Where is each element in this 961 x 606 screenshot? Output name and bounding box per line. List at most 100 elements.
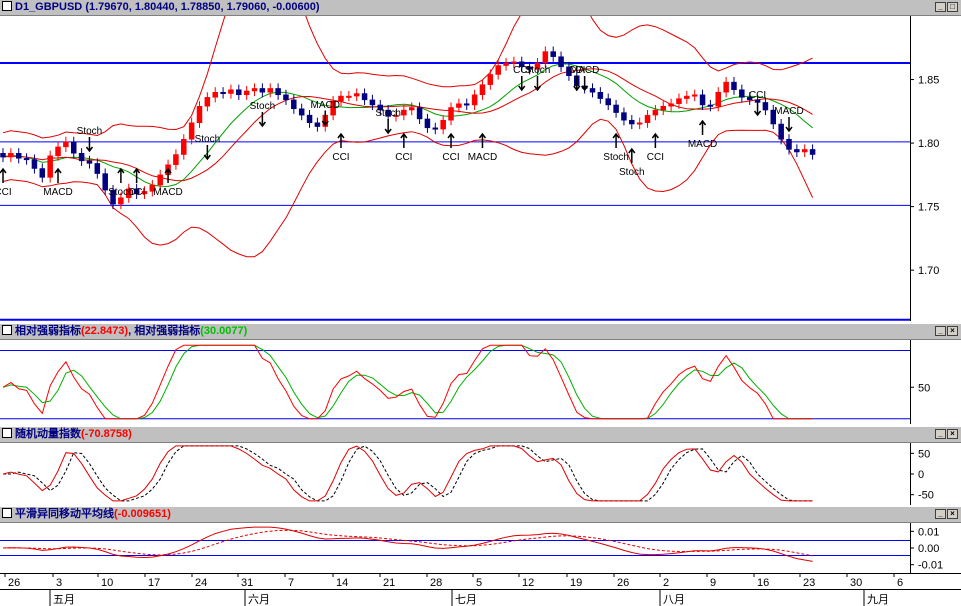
candle-body (448, 107, 454, 121)
candle-body (361, 93, 368, 101)
candle-body (778, 123, 784, 140)
candle-body (487, 74, 494, 85)
y-tick-label: 0.01 (918, 526, 939, 538)
ohlc-readout: (1.79670, 1.80440, 1.78850, 1.79060, -0.… (85, 1, 320, 13)
candle-body (8, 153, 14, 158)
x-tick-label: 19 (570, 577, 582, 589)
signal-arrow-down-icon (785, 117, 793, 133)
macd-title-bar: 平滑异同移动平均线(-0.009651) _ × (0, 507, 961, 523)
maximize-icon[interactable]: □ (947, 2, 958, 12)
y-tick-label: 1.70 (918, 265, 939, 277)
slow-moving-average-line (2, 68, 813, 182)
x-tick-label: 31 (241, 577, 253, 589)
candle-body (440, 119, 446, 130)
candle-body (558, 56, 564, 68)
candle-body (298, 108, 305, 116)
pane-menu-icon[interactable] (2, 428, 12, 438)
macd-title: 平滑异同移动平均线 (15, 508, 114, 520)
y-axis-area (911, 340, 961, 424)
candle-body (676, 98, 682, 104)
price-pane: D1_GBPUSD (1.79670, 1.80440, 1.78850, 1.… (0, 0, 961, 321)
signal-label: CCI (647, 152, 664, 163)
pane-menu-icon[interactable] (2, 1, 12, 11)
x-tick-label: 6 (897, 577, 903, 589)
rsi-title-2: 相对强弱指标 (134, 325, 201, 337)
signal-label: CCI (332, 152, 349, 163)
candle-body (542, 51, 549, 64)
candle-body (275, 88, 281, 96)
stoch-chart: 50 0 -50 (2, 443, 961, 505)
minimize-icon[interactable]: _ (935, 509, 946, 519)
signal-label: CCI (0, 187, 12, 198)
stoch-title: 随机动量指数 (15, 428, 81, 440)
close-icon[interactable]: × (947, 509, 958, 519)
signal-arrow-down-icon (85, 137, 94, 153)
bollinger-upper-band (2, 16, 813, 139)
signal-label: Stoch (77, 126, 103, 137)
candle-body (691, 94, 698, 97)
candle-body (94, 163, 101, 174)
candle-body (707, 104, 714, 107)
stoch-pane: 随机动量指数(-70.8758) _ × 50 0 -50 (0, 427, 961, 505)
minimize-icon[interactable]: _ (935, 2, 946, 12)
rsi-value: (22.8473) (81, 325, 129, 337)
signal-label: MACD (688, 139, 717, 150)
signal-arrow-down-icon (203, 145, 211, 161)
candle-body (23, 158, 30, 161)
candle-body (86, 160, 93, 164)
month-label: 六月 (248, 593, 270, 606)
macd-main-line (2, 526, 813, 562)
rsi-title: 相对强弱指标 (15, 325, 81, 337)
candle-body (63, 141, 69, 148)
close-icon[interactable]: × (947, 326, 958, 336)
candle-body (770, 109, 777, 125)
candle-body (519, 61, 525, 68)
candle-body (196, 105, 203, 123)
candle-body (220, 92, 226, 94)
rsi-pane: 相对强弱指标(22.8473), 相对强弱指标(30.0077) _ × 50 (0, 324, 961, 424)
pane-menu-icon[interactable] (2, 325, 12, 335)
y-tick-label: 1.75 (918, 202, 939, 214)
signal-label: Stoch (603, 152, 629, 163)
macd-signal-line (2, 529, 813, 557)
candle-body (432, 127, 439, 130)
x-tick-label: 9 (710, 577, 716, 589)
rsi-line-2 (2, 344, 813, 420)
candle-body (801, 149, 808, 153)
candle-body (338, 95, 344, 102)
x-tick-label: 7 (288, 577, 294, 589)
signal-arrow-down-icon (518, 76, 526, 92)
candle-body (314, 122, 321, 127)
candle-body (566, 66, 572, 76)
candle-body (589, 88, 596, 93)
signal-arrow-down-icon (258, 112, 266, 128)
candle-body (173, 154, 179, 165)
moving-average-line (2, 63, 813, 187)
candle-body (47, 155, 53, 178)
signal-label: CCI (749, 90, 766, 101)
minimize-icon[interactable]: _ (935, 429, 946, 439)
x-tick-label: 21 (383, 577, 395, 589)
candle-body (0, 153, 6, 158)
rsi-chart: 50 (0, 340, 961, 424)
signal-arrow-up-icon (54, 167, 62, 183)
candle-body (110, 189, 116, 205)
close-icon[interactable]: × (947, 429, 958, 439)
candle-body (408, 107, 415, 111)
candle-body (251, 88, 258, 92)
candle-body (699, 94, 706, 106)
signal-label: MACD (468, 152, 497, 163)
signal-arrow-down-icon (533, 76, 542, 92)
candle-body (652, 109, 659, 116)
candle-body (212, 92, 218, 98)
candle-body (259, 88, 266, 93)
candle-body (629, 119, 635, 125)
candle-body (550, 51, 556, 57)
minimize-icon[interactable]: _ (935, 326, 946, 336)
candle-body (346, 95, 352, 98)
candle-body (149, 184, 156, 192)
candle-body (401, 109, 407, 116)
pane-menu-icon[interactable] (2, 508, 12, 518)
signal-arrow-down-icon (573, 76, 581, 92)
month-label: 八月 (663, 594, 685, 606)
